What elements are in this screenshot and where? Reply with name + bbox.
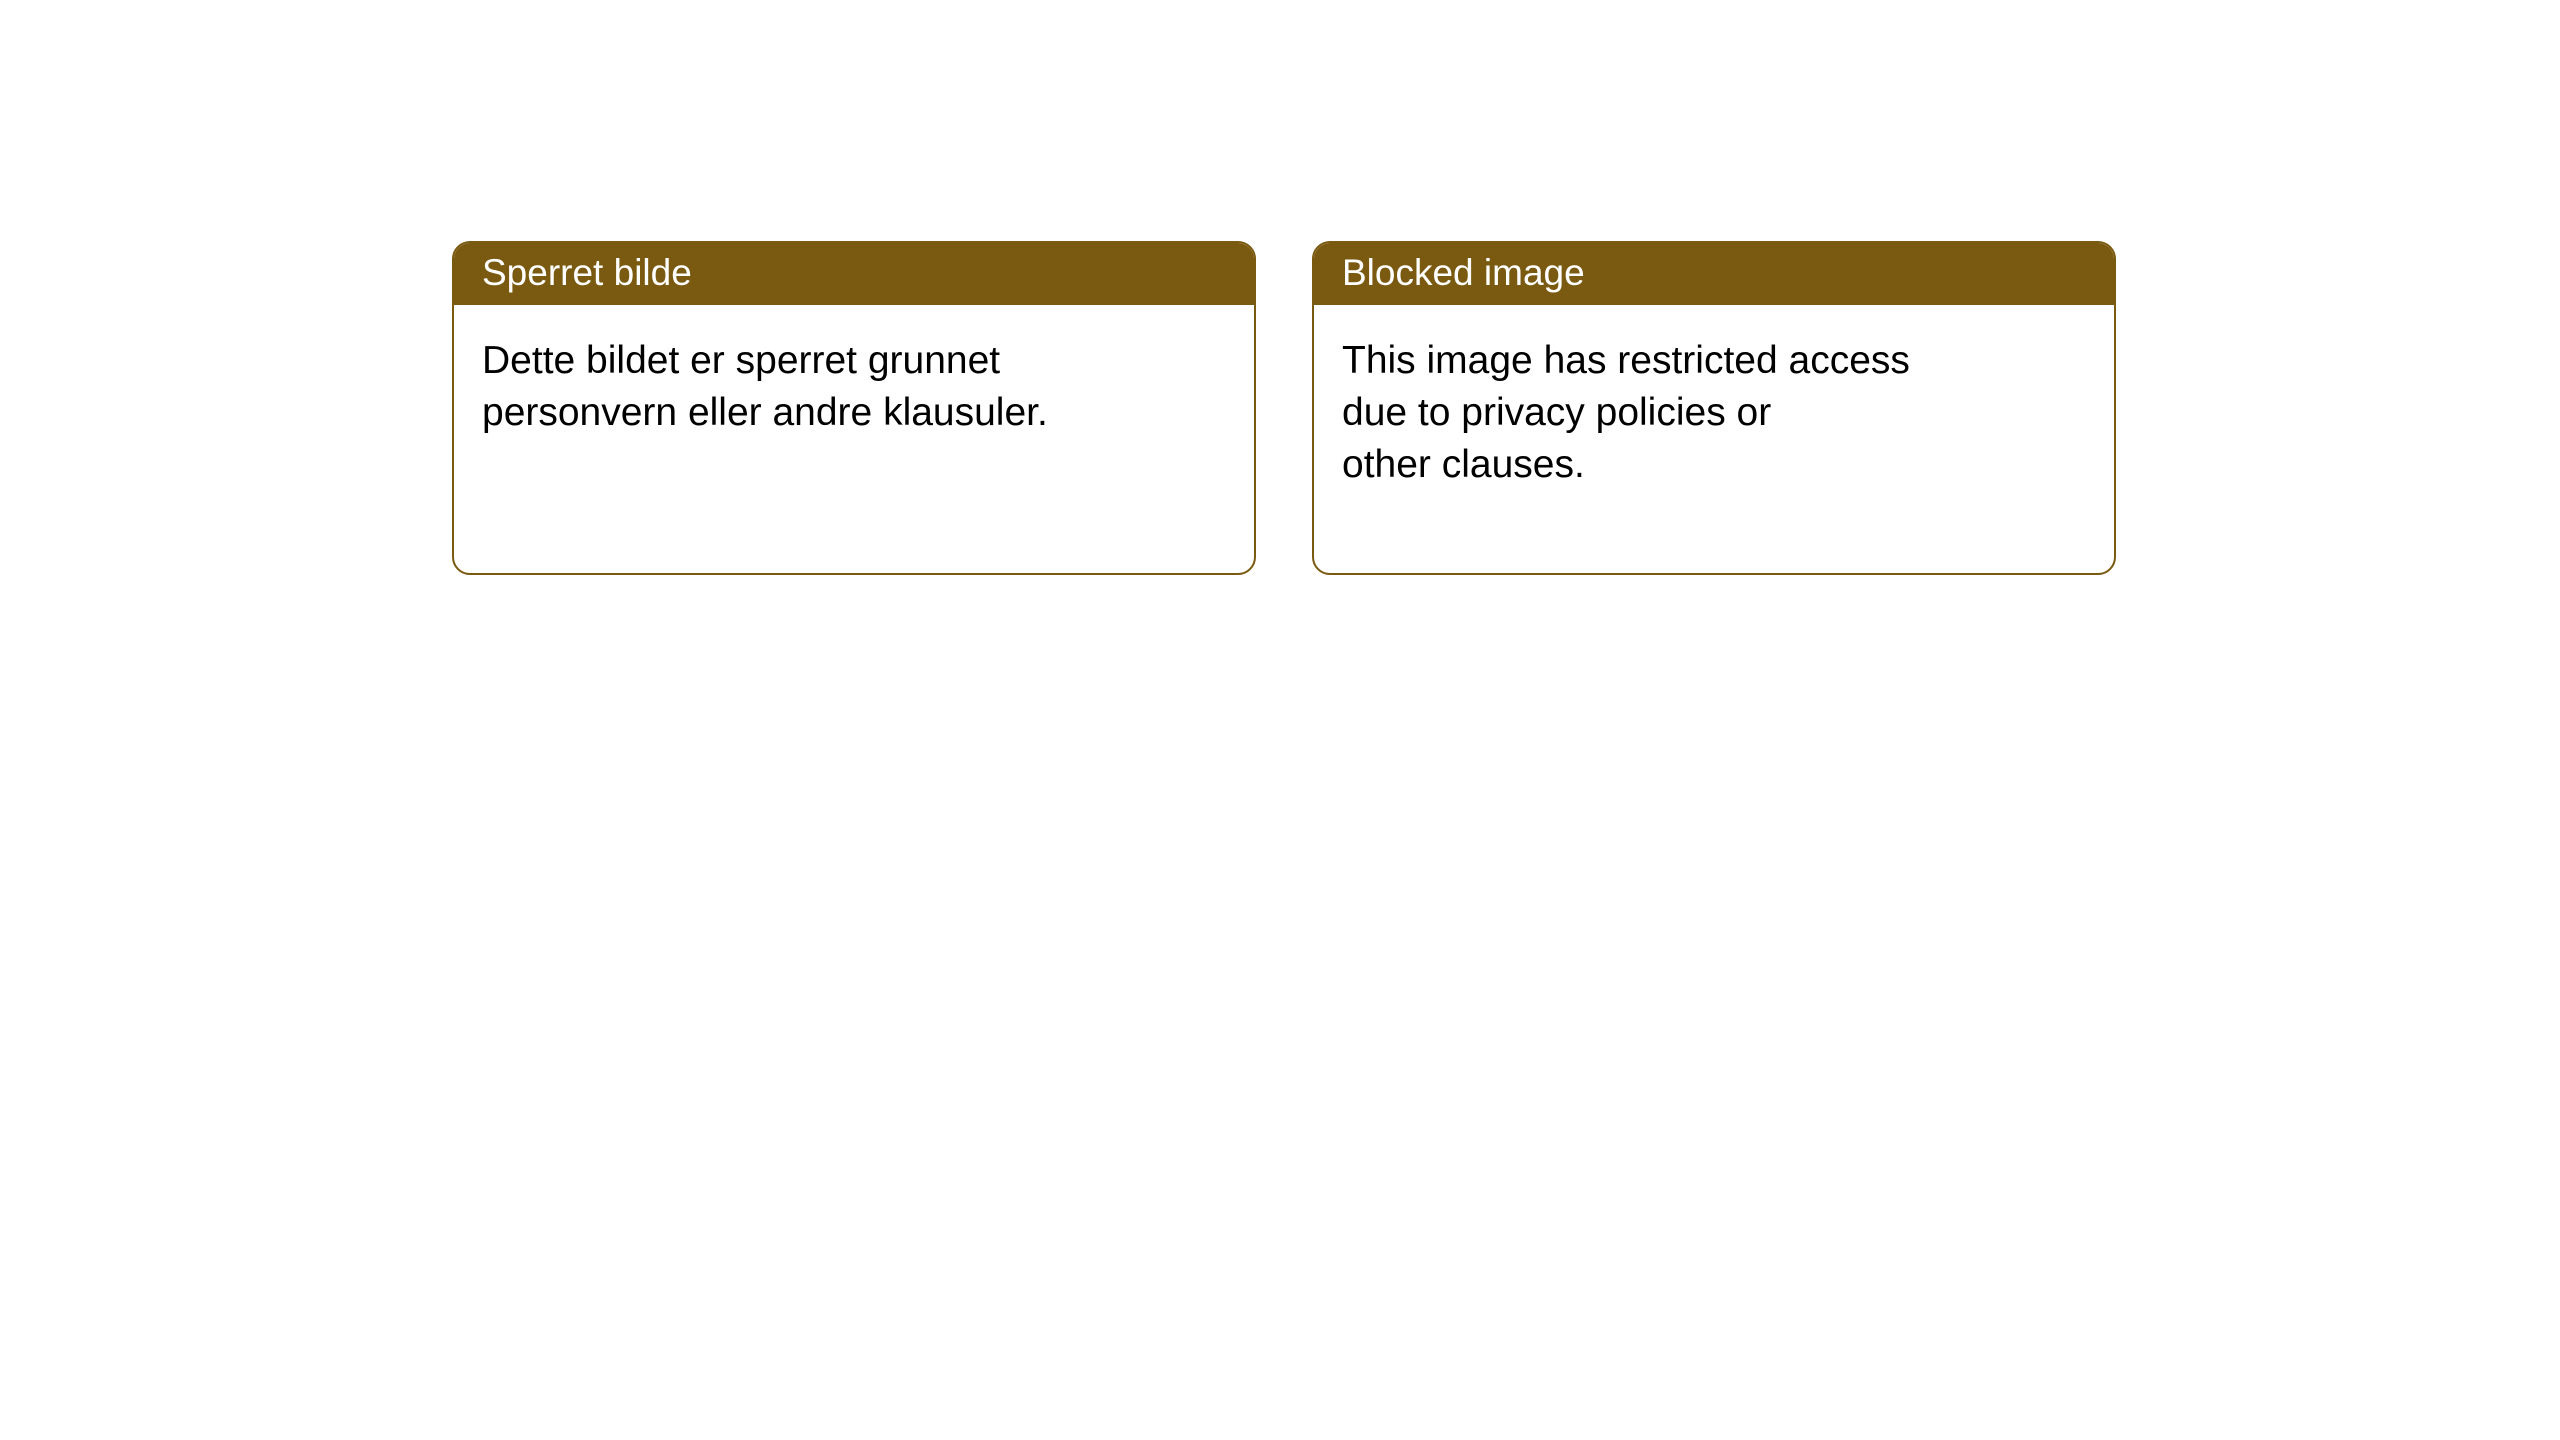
notice-body: This image has restricted access due to …: [1314, 305, 2114, 521]
notice-header: Blocked image: [1314, 243, 2114, 305]
notice-header: Sperret bilde: [454, 243, 1254, 305]
notice-card-norwegian: Sperret bilde Dette bildet er sperret gr…: [452, 241, 1256, 575]
notice-card-english: Blocked image This image has restricted …: [1312, 241, 2116, 575]
notice-body: Dette bildet er sperret grunnet personve…: [454, 305, 1254, 469]
notice-container: Sperret bilde Dette bildet er sperret gr…: [452, 241, 2116, 575]
